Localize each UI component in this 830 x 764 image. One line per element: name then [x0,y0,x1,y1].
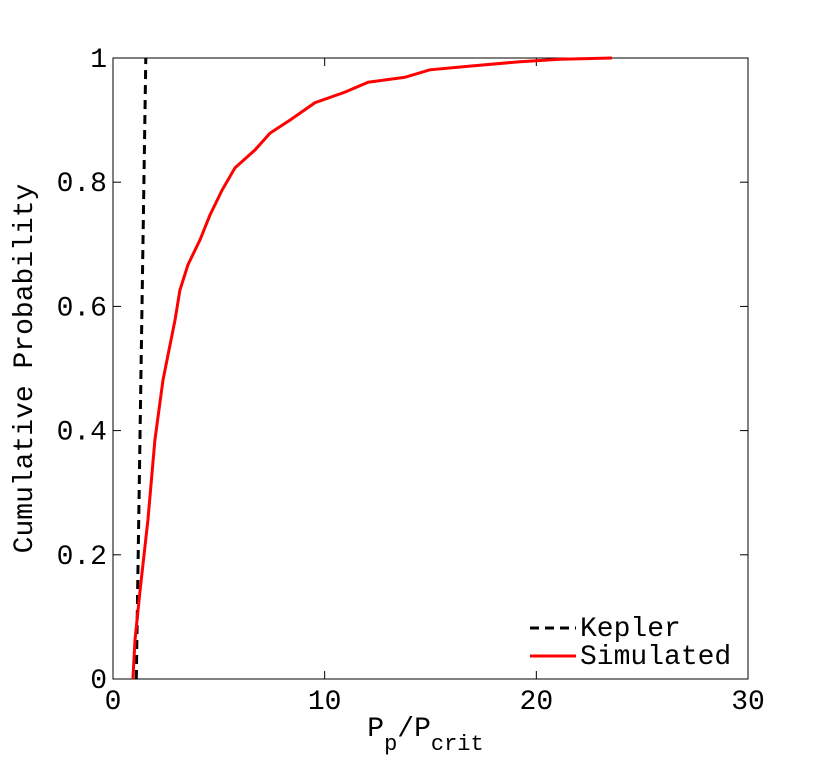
y-axis-label: Cumulative Probability [10,184,41,554]
y-tick-label: 0 [90,666,107,697]
x-axis-label: Pp/Pcrit [367,714,483,757]
x-axis-label-part: p [384,732,397,757]
x-tick-label: 10 [308,687,342,718]
line-series [134,57,148,680]
y-tick-label: 1 [90,45,107,76]
line-series [131,56,612,680]
plot-frame [112,57,749,680]
y-tick-label: 0.8 [57,169,107,200]
y-tick-label: 0.2 [57,542,107,573]
x-tick-label: 30 [731,687,765,718]
x-tick-label: 20 [520,687,554,718]
legend-label: Simulated [580,642,731,673]
y-tick-label: 0.6 [57,293,107,324]
x-tick-label: 0 [105,687,122,718]
legend-label: Kepler [580,614,681,645]
x-axis-label-part: /P [397,714,431,745]
x-axis-label-part: crit [431,732,484,757]
y-tick-label: 0.4 [57,418,107,449]
x-axis-label-part: P [367,714,384,745]
